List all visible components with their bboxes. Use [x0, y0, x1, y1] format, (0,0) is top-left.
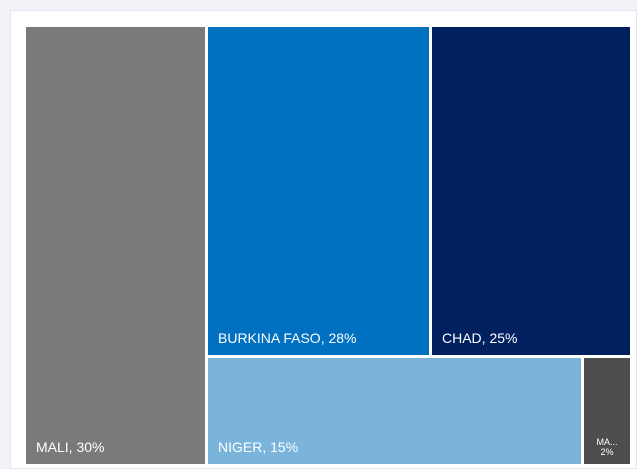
tile-ma[interactable]: MA... 2%: [584, 358, 630, 464]
tile-label-niger: NIGER, 15%: [218, 439, 299, 455]
treemap-card: MALI, 30% BURKINA FASO, 28% CHAD, 25% NI…: [10, 10, 637, 469]
tile-niger[interactable]: NIGER, 15%: [208, 358, 581, 464]
tile-label-ma: MA... 2%: [584, 437, 630, 457]
tile-label-ma-value: 2%: [600, 447, 614, 457]
tile-label-mali: MALI, 30%: [36, 439, 105, 455]
tile-label-chad: CHAD, 25%: [442, 330, 518, 346]
tile-chad[interactable]: CHAD, 25%: [432, 27, 630, 355]
tile-mali[interactable]: MALI, 30%: [26, 27, 205, 464]
tile-label-burkina-faso: BURKINA FASO, 28%: [218, 330, 357, 346]
tile-label-ma-name: MA...: [596, 437, 618, 447]
tile-burkina-faso[interactable]: BURKINA FASO, 28%: [208, 27, 429, 355]
